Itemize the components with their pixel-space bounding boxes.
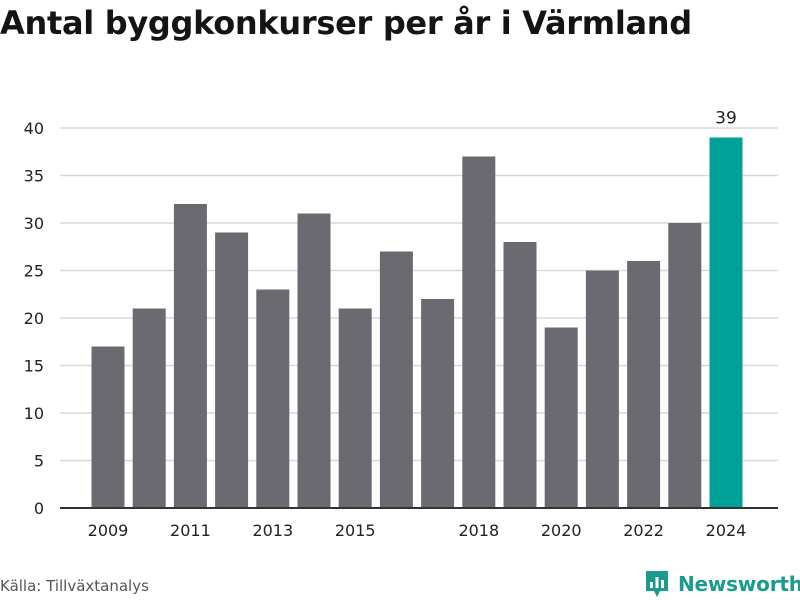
brand-name: Newsworthy xyxy=(678,572,800,596)
bar-2016 xyxy=(379,251,413,508)
x-tick-label: 2020 xyxy=(541,521,582,540)
x-axis-ticks: 2009 2011 2013 2015 2018 2020 2022 2024 xyxy=(88,521,747,540)
x-tick-label: 2018 xyxy=(458,521,499,540)
x-tick-label: 2011 xyxy=(170,521,211,540)
bar-2021 xyxy=(585,270,619,508)
y-tick-label: 10 xyxy=(24,404,44,423)
bar-2011 xyxy=(173,204,207,508)
y-tick-label: 35 xyxy=(24,167,44,186)
source-note: Källa: Tillväxtanalys xyxy=(0,577,149,595)
x-tick-label: 2024 xyxy=(706,521,747,540)
bar-2022 xyxy=(627,261,661,508)
y-tick-label: 5 xyxy=(34,452,44,471)
bar-chart: 0 5 10 15 20 25 30 35 40 2009 2011 2013 2015 2018 202… xyxy=(24,109,778,540)
bar-2015 xyxy=(338,308,372,508)
data-labels: 39 xyxy=(715,109,737,129)
x-tick-label: 2009 xyxy=(88,521,129,540)
y-tick-label: 25 xyxy=(24,262,44,281)
x-tick-label: 2015 xyxy=(335,521,376,540)
bar-2017 xyxy=(421,299,455,508)
bar-2009 xyxy=(91,346,125,508)
newsworthy-logo-icon xyxy=(646,571,668,597)
bar-2020 xyxy=(544,327,578,508)
bar-2013 xyxy=(256,289,290,508)
bar-2012 xyxy=(215,232,249,508)
bar-2023 xyxy=(668,223,702,508)
x-tick-label: 2022 xyxy=(623,521,664,540)
bar-2018 xyxy=(462,156,496,508)
bar-2024 xyxy=(709,137,743,508)
bars xyxy=(60,137,778,509)
brand-logo: Newsworthy xyxy=(644,568,800,600)
data-label-2024: 39 xyxy=(715,109,737,129)
y-axis-ticks: 0 5 10 15 20 25 30 35 40 xyxy=(24,119,44,518)
bar-2014 xyxy=(297,213,331,508)
y-tick-label: 15 xyxy=(24,357,44,376)
chart-title: Antal byggkonkurser per år i Värmland xyxy=(0,4,692,42)
y-tick-label: 40 xyxy=(24,119,44,138)
bar-2010 xyxy=(132,308,166,508)
y-tick-label: 0 xyxy=(34,499,44,518)
y-tick-label: 30 xyxy=(24,214,44,233)
x-tick-label: 2013 xyxy=(252,521,293,540)
y-tick-label: 20 xyxy=(24,309,44,328)
bar-2019 xyxy=(503,242,537,508)
